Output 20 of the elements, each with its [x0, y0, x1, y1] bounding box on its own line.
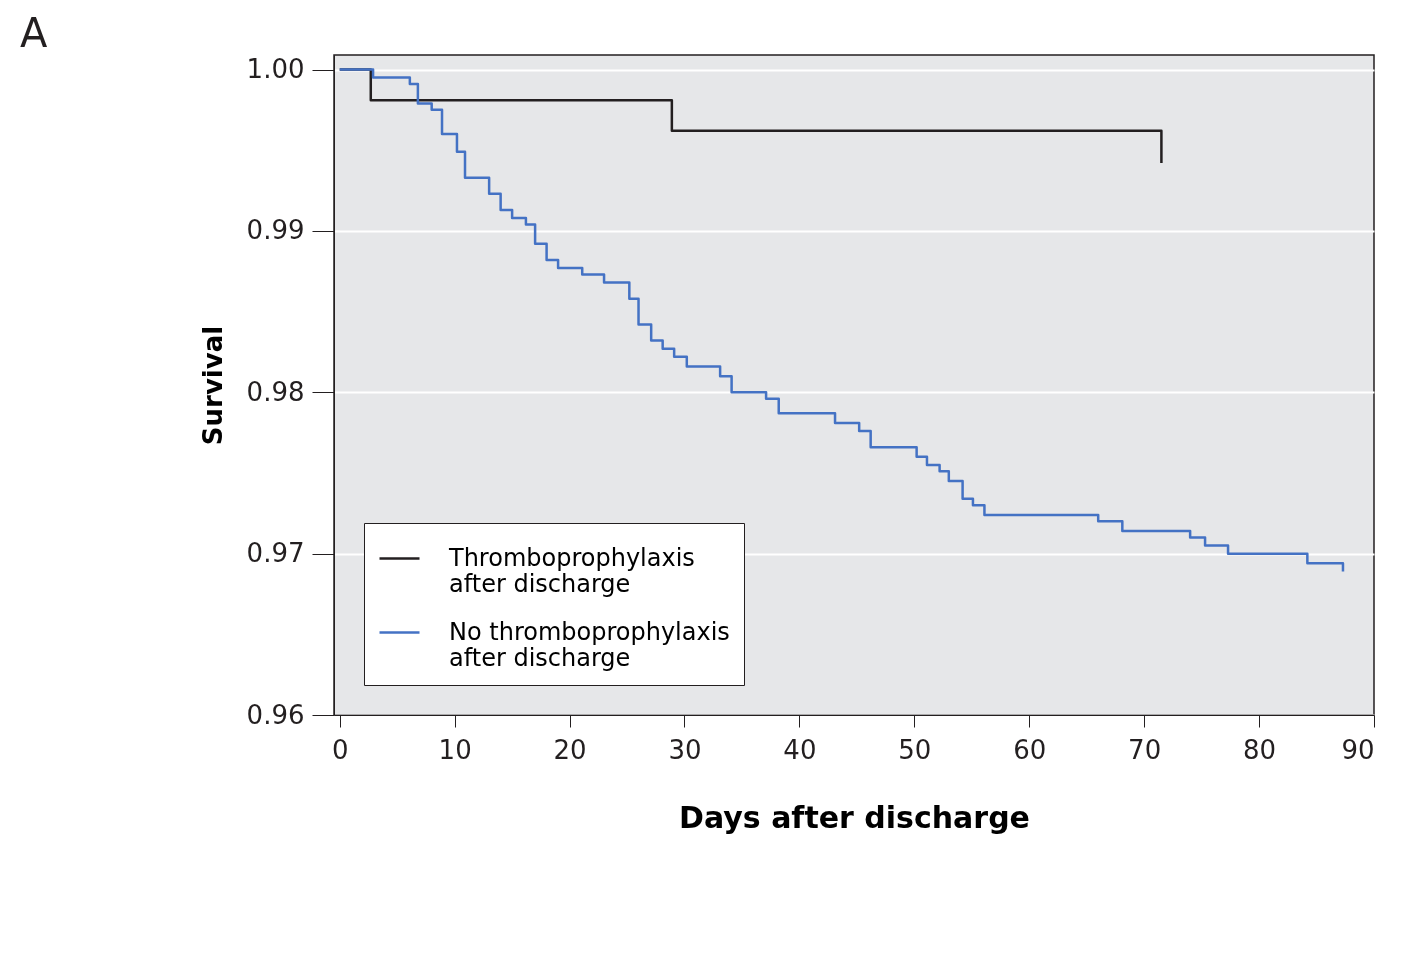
chart-title: A: [20, 10, 49, 56]
y-tick-label: 1.00: [246, 54, 305, 85]
x-tick-label: 10: [438, 734, 472, 765]
x-tick-label: 0: [331, 734, 349, 765]
x-tick-label: 80: [1243, 734, 1277, 765]
y-tick-label: 0.99: [246, 215, 305, 246]
x-tick-label: 30: [668, 734, 702, 765]
x-tick-label: 50: [898, 734, 932, 765]
x-tick-label: 90: [1341, 734, 1375, 765]
legend-label: Thromboprophylaxis after discharge: [448, 543, 695, 598]
x-tick-label: 40: [783, 734, 817, 765]
x-axis-title: Days after discharge: [679, 799, 1030, 835]
y-tick-label: 0.96: [246, 699, 305, 730]
y-tick-label: 0.97: [246, 538, 305, 569]
x-tick-label: 70: [1128, 734, 1162, 765]
y-axis-title: Survival: [197, 325, 228, 446]
x-tick-label: 60: [1013, 734, 1047, 765]
legend-label: No thromboprophylaxis after discharge: [449, 617, 730, 672]
y-tick-label: 0.98: [246, 376, 305, 407]
x-tick-label: 20: [553, 734, 587, 765]
